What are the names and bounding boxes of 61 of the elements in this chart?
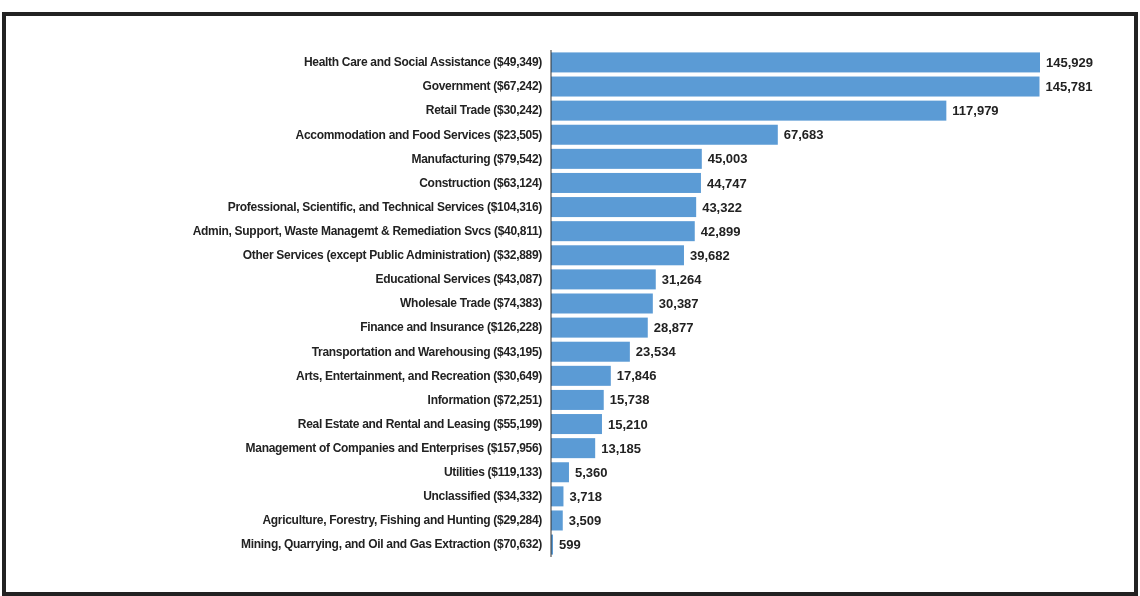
bar	[551, 52, 1040, 73]
bar	[551, 389, 604, 410]
data-label: 28,877	[653, 320, 694, 336]
data-label: 67,683	[783, 127, 824, 143]
y-tick-label: Accommodation and Food Services ($23,505)	[295, 127, 543, 142]
y-tick-label: Health Care and Social Assistance ($49,349)	[303, 55, 543, 70]
y-tick-label: Construction ($63,124)	[419, 175, 543, 190]
data-label: 15,210	[607, 416, 648, 432]
y-tick-label: Government ($67,242)	[422, 79, 543, 94]
y-tick-label: Professional, Scientific, and Technical Services ($104,316)	[227, 199, 543, 214]
bar	[551, 148, 702, 169]
data-label: 44,747	[706, 175, 747, 191]
data-label: 31,264	[661, 271, 703, 287]
y-tick-label: Educational Services ($43,087)	[375, 272, 543, 287]
y-tick-label: Other Services (except Public Administration) ($32,889)	[242, 248, 543, 263]
bar	[551, 197, 697, 218]
data-label: 30,387	[658, 296, 699, 312]
y-tick-label: Unclassified ($34,332)	[423, 489, 543, 504]
data-label: 15,738	[609, 392, 650, 408]
bar	[551, 269, 656, 290]
y-tick-label: Retail Trade ($30,242)	[425, 103, 543, 118]
bar	[551, 365, 611, 386]
bar	[551, 124, 778, 145]
bar	[551, 462, 569, 483]
data-label: 117,979	[952, 103, 999, 119]
data-label: 39,682	[689, 247, 730, 263]
y-tick-label: Real Estate and Rental and Leasing ($55,199)	[297, 416, 543, 431]
y-tick-label: Agriculture, Forestry, Fishing and Hunting ($29,284)	[262, 513, 543, 528]
data-label: 17,846	[616, 368, 657, 384]
data-label: 145,781	[1045, 79, 1093, 95]
data-label: 145,929	[1046, 54, 1093, 70]
y-tick-label: Admin, Support, Waste Managemt & Remediation Svcs ($40,811)	[192, 224, 543, 239]
y-tick-label: Manufacturing ($79,542)	[411, 151, 543, 166]
data-label: 43,322	[702, 199, 742, 215]
bar	[551, 76, 1040, 97]
y-tick-label: Wholesale Trade ($74,383)	[400, 296, 543, 311]
bar	[551, 438, 596, 459]
data-label: 23,534	[635, 344, 677, 360]
y-tick-label: Information ($72,251)	[427, 392, 543, 407]
y-tick-label: Transportation and Warehousing ($43,195)	[311, 344, 543, 359]
data-label: 599	[559, 537, 581, 553]
bar	[551, 172, 701, 193]
y-tick-label: Management of Companies and Enterprises ($157,956)	[245, 440, 543, 455]
bar	[551, 245, 684, 266]
data-label: 13,185	[601, 440, 641, 456]
y-tick-label: Utilities ($119,133)	[443, 465, 543, 480]
bar	[551, 100, 947, 121]
y-tick-label: Mining, Quarrying, and Oil and Gas Extraction ($70,632)	[241, 537, 543, 552]
bar	[551, 221, 695, 242]
data-label: 42,899	[700, 223, 741, 239]
bar	[551, 510, 563, 531]
data-label: 5,360	[574, 464, 608, 480]
y-tick-label: Arts, Entertainment, and Recreation ($30,649)	[296, 368, 543, 383]
y-tick-label: Finance and Insurance ($126,228)	[360, 320, 543, 335]
bar	[551, 414, 602, 435]
bar	[551, 317, 648, 338]
data-label: 45,003	[707, 151, 748, 167]
bar	[551, 341, 630, 362]
data-label: 3,718	[569, 488, 603, 504]
data-label: 3,509	[568, 513, 602, 529]
bar	[551, 293, 653, 314]
